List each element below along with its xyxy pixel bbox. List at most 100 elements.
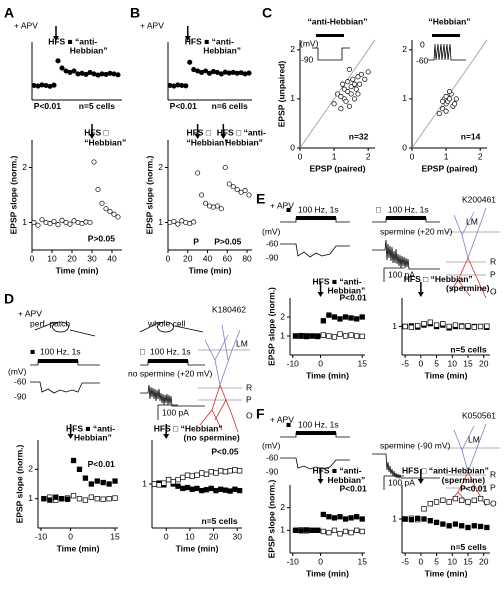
figure-text: 100 Hz, 1s bbox=[298, 419, 339, 429]
data-point bbox=[94, 496, 100, 502]
data-point bbox=[337, 531, 343, 537]
data-point bbox=[427, 518, 433, 524]
y-tick-label: 2 bbox=[402, 44, 407, 54]
x-tick-label: -10 bbox=[287, 556, 300, 566]
x-tick-label: 20 bbox=[479, 358, 489, 368]
data-point bbox=[359, 528, 365, 535]
annotation: HFS □ “anti- bbox=[217, 128, 266, 138]
data-point bbox=[99, 200, 105, 206]
y-tick-label: 2 bbox=[28, 464, 33, 474]
annotation: HFS □ bbox=[186, 128, 211, 138]
annotation: P<0.01 bbox=[340, 483, 367, 493]
data-point bbox=[358, 71, 364, 77]
data-point bbox=[436, 111, 442, 117]
figure-text: R bbox=[490, 469, 496, 479]
annotation: n=5 cells bbox=[450, 345, 486, 355]
data-point bbox=[151, 481, 158, 487]
data-point bbox=[156, 482, 162, 488]
data-point bbox=[309, 333, 315, 339]
annotation: Hebbian” bbox=[74, 432, 112, 442]
data-point bbox=[415, 515, 421, 521]
data-point bbox=[222, 469, 229, 475]
data-point bbox=[338, 93, 344, 100]
x-tick-label: 1 bbox=[332, 151, 337, 161]
data-point bbox=[94, 478, 100, 484]
data-point bbox=[342, 333, 349, 339]
figure-text: K050561 bbox=[462, 410, 496, 420]
data-point bbox=[484, 524, 490, 531]
data-point bbox=[195, 170, 201, 176]
data-point bbox=[342, 528, 349, 535]
data-point bbox=[348, 91, 354, 97]
annotation: (no spermine) bbox=[184, 432, 240, 442]
annotation: “Hebbian” bbox=[84, 138, 126, 148]
x-axis-label: EPSP (paired) bbox=[309, 163, 365, 173]
y-tick-label: 2 bbox=[290, 44, 295, 54]
figure-text: + APV bbox=[270, 414, 294, 424]
panel-label: A bbox=[4, 5, 14, 21]
arrow-head bbox=[317, 292, 324, 297]
data-point bbox=[208, 469, 214, 475]
x-tick-label: 2 bbox=[366, 151, 371, 161]
data-point bbox=[477, 495, 484, 502]
x-tick-label: 15 bbox=[110, 531, 120, 541]
data-point bbox=[354, 527, 360, 533]
figure-text: R bbox=[490, 256, 496, 266]
data-point bbox=[341, 86, 347, 92]
data-point bbox=[112, 478, 118, 484]
data-point bbox=[440, 521, 446, 527]
figure-text: O bbox=[246, 410, 253, 420]
y-axis-label: EPSP slope (norm.) bbox=[14, 444, 24, 523]
x-tick-label: 0 bbox=[166, 253, 171, 263]
panel-label: C bbox=[262, 5, 272, 21]
data-point bbox=[340, 81, 346, 87]
x-tick-label: 0 bbox=[68, 531, 73, 541]
y-axis-label: EPSP (unpaired) bbox=[276, 61, 286, 128]
data-point bbox=[359, 516, 365, 522]
data-point bbox=[326, 514, 332, 520]
figure-text: -90 bbox=[14, 391, 27, 401]
data-point bbox=[459, 523, 465, 529]
y-tick-label: 0 bbox=[290, 142, 295, 152]
data-point bbox=[203, 471, 210, 477]
data-point bbox=[88, 481, 94, 487]
data-point bbox=[477, 323, 484, 330]
x-tick-label: -5 bbox=[401, 556, 409, 566]
data-point bbox=[357, 81, 363, 87]
data-point bbox=[433, 499, 440, 505]
figure-text: -60 bbox=[14, 376, 27, 386]
figure-text: K180462 bbox=[212, 304, 246, 314]
annotation: HFS ■ “anti- bbox=[66, 424, 115, 434]
x-axis-label: Time (min) bbox=[306, 568, 349, 578]
x-axis-label: Time (min) bbox=[306, 370, 349, 380]
data-point bbox=[47, 221, 53, 227]
chart-title: “Hebbian” bbox=[428, 16, 470, 26]
data-point bbox=[242, 188, 248, 194]
arrow-head bbox=[317, 479, 324, 484]
figure-text: R bbox=[246, 382, 252, 392]
y-tick-label: 0 bbox=[402, 142, 407, 152]
annotation: n=5 cells bbox=[79, 101, 115, 111]
x-tick-label: 0 bbox=[418, 358, 423, 368]
figure-text: P bbox=[246, 394, 252, 404]
data-point bbox=[331, 101, 337, 107]
data-point bbox=[175, 476, 181, 483]
figure-text: spermine (+20 mV) bbox=[380, 226, 453, 236]
figure-text: 100 pA bbox=[162, 407, 189, 417]
data-point bbox=[355, 91, 361, 97]
data-point bbox=[199, 470, 205, 476]
data-point bbox=[446, 88, 453, 95]
data-point bbox=[222, 487, 229, 493]
annotation: HFS ■ “anti- bbox=[48, 36, 97, 46]
data-point bbox=[326, 529, 332, 536]
x-tick-label: 0 bbox=[318, 556, 323, 566]
figure-text: + APV bbox=[140, 20, 164, 30]
data-point bbox=[443, 108, 449, 114]
annotation: (spermine) bbox=[446, 283, 490, 293]
annotation: n=32 bbox=[349, 131, 369, 141]
data-point bbox=[199, 192, 205, 198]
data-point bbox=[452, 521, 459, 527]
x-axis-label: Time (min) bbox=[176, 543, 219, 553]
data-point bbox=[232, 486, 238, 492]
